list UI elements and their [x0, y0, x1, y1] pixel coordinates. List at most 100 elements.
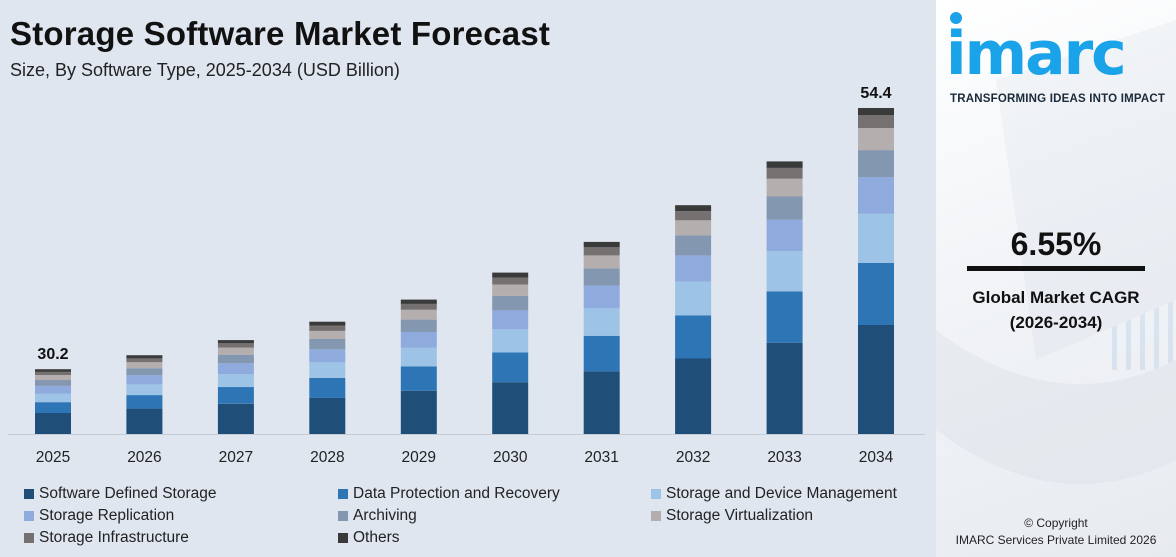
bar-segment-2026-2 — [126, 384, 163, 396]
legend-item: Archiving — [338, 507, 417, 525]
bar-segment-2032-1 — [675, 315, 712, 359]
logo-dot-icon — [950, 12, 962, 24]
bar-segment-2029-2 — [400, 347, 437, 367]
legend-label: Storage Virtualization — [666, 507, 814, 524]
legend-label: Storage Infrastructure — [39, 529, 189, 546]
chart-title: Storage Software Market Forecast — [10, 15, 551, 52]
legend-label: Data Protection and Recovery — [353, 485, 560, 502]
bar-segment-2030-6 — [492, 277, 529, 285]
bar-segment-2031-3 — [583, 285, 620, 309]
bar-segment-2029-5 — [400, 309, 437, 320]
x-tick-label-2028: 2028 — [310, 449, 344, 466]
bar-segment-2025-3 — [35, 386, 71, 394]
x-tick-label-2031: 2031 — [584, 449, 618, 466]
bar-segment-2027-0 — [217, 403, 254, 434]
x-tick-label-2034: 2034 — [859, 449, 894, 466]
bar-segment-2034-2 — [858, 213, 894, 263]
x-tick-label-2030: 2030 — [493, 449, 528, 466]
bar-segment-2030-2 — [492, 329, 529, 353]
bar-segment-2026-5 — [126, 362, 163, 369]
bar-segment-2030-3 — [492, 310, 529, 330]
bar-segment-2033-3 — [766, 219, 803, 251]
legend-item: Storage Infrastructure — [24, 529, 189, 547]
bar-segment-2031-7 — [583, 241, 620, 248]
bar-segment-2029-6 — [400, 303, 437, 310]
bar-segment-2027-5 — [217, 347, 254, 355]
bar-segment-2029-3 — [400, 332, 437, 348]
bar-segment-2029-1 — [400, 366, 437, 391]
bar-segment-2031-5 — [583, 255, 620, 269]
bar-segment-2033-7 — [766, 161, 803, 168]
bar-segment-2031-4 — [583, 268, 620, 286]
bar-segment-2032-2 — [675, 281, 712, 316]
chart-legend: Software Defined Storage Data Protection … — [24, 485, 924, 551]
bar-segment-2031-1 — [583, 335, 620, 372]
bar-segment-2034-1 — [858, 262, 894, 325]
bar-segment-2028-1 — [309, 377, 346, 398]
x-tick-label-2033: 2033 — [767, 449, 801, 466]
decorative-background-graphic — [936, 20, 1176, 484]
bar-segment-2025-0 — [35, 413, 71, 434]
bar-segment-2029-7 — [400, 299, 437, 304]
legend-item: Data Protection and Recovery — [338, 485, 560, 503]
bar-segment-2032-7 — [675, 205, 712, 212]
legend-swatch — [651, 489, 661, 499]
bar-segment-2032-5 — [675, 220, 712, 236]
x-tick-label-2027: 2027 — [219, 449, 253, 466]
legend-label: Others — [353, 529, 400, 546]
legend-swatch — [651, 511, 661, 521]
chart-subtitle: Size, By Software Type, 2025-2034 (USD B… — [10, 60, 400, 80]
x-tick-label-2025: 2025 — [36, 449, 70, 466]
bar-segment-2025-4 — [35, 380, 71, 386]
brand-panel: imarc TRANSFORMING IDEAS INTO IMPACT 6.5… — [936, 0, 1176, 557]
legend-label: Storage Replication — [39, 507, 175, 524]
bar-segment-2027-4 — [217, 354, 254, 364]
bar-segment-2031-2 — [583, 308, 620, 336]
legend-swatch — [338, 533, 348, 543]
bar-segment-2026-7 — [126, 355, 163, 359]
legend-item: Storage and Device Management — [651, 485, 897, 503]
copyright-line2: IMARC Services Private Limited 2026 — [955, 532, 1157, 547]
bar-segment-2033-0 — [766, 342, 803, 434]
bar-segment-2025-6 — [35, 371, 71, 376]
bar-segment-2025-7 — [35, 369, 71, 372]
cagr-label: Global Market CAGR — [972, 288, 1140, 307]
legend-label: Software Defined Storage — [39, 485, 217, 502]
legend-item: Others — [338, 529, 400, 547]
bar-segment-2028-4 — [309, 339, 346, 350]
legend-swatch — [24, 533, 34, 543]
legend-swatch — [24, 489, 34, 499]
copyright-line1: © Copyright — [1024, 516, 1088, 530]
bar-segment-2034-6 — [858, 115, 894, 128]
bar-segment-2033-5 — [766, 178, 803, 197]
bar-segment-2025-5 — [35, 375, 71, 381]
bar-segment-2034-5 — [858, 128, 894, 151]
legend-item: Storage Replication — [24, 507, 174, 525]
bar-segment-2028-2 — [309, 362, 346, 378]
cagr-value: 6.55% — [1010, 226, 1102, 262]
stacked-bar-chart: 2025 30.2 2026 2027 2028 2029 2030 2031 2032 2033… — [8, 85, 925, 466]
legend-item: Storage Virtualization — [651, 507, 813, 525]
bar-segment-2032-3 — [675, 255, 712, 282]
bar-segment-2033-2 — [766, 251, 803, 292]
bar-segment-2028-5 — [309, 330, 346, 339]
bar-segment-2030-1 — [492, 352, 529, 383]
bar-segment-2030-5 — [492, 284, 529, 296]
bar-segment-2032-4 — [675, 235, 712, 256]
bar-segment-2031-6 — [583, 247, 620, 256]
bar-segment-2033-6 — [766, 167, 803, 179]
bar-segment-2027-3 — [217, 363, 254, 375]
logo-tagline: TRANSFORMING IDEAS INTO IMPACT — [950, 93, 1166, 105]
x-tick-label-2026: 2026 — [127, 449, 161, 466]
bar-segment-2034-0 — [858, 325, 894, 434]
bar-segment-2030-7 — [492, 272, 529, 278]
bar-segment-2034-7 — [858, 108, 894, 115]
total-label-2025: 30.2 — [37, 346, 68, 363]
bar-segment-2025-2 — [35, 393, 71, 403]
bar-segment-2028-3 — [309, 349, 346, 363]
bar-segment-2029-0 — [400, 390, 437, 434]
bar-segment-2028-6 — [309, 325, 346, 331]
bar-segment-2028-7 — [309, 321, 346, 326]
bar-segment-2031-0 — [583, 371, 620, 434]
legend-label: Storage and Device Management — [666, 485, 897, 502]
